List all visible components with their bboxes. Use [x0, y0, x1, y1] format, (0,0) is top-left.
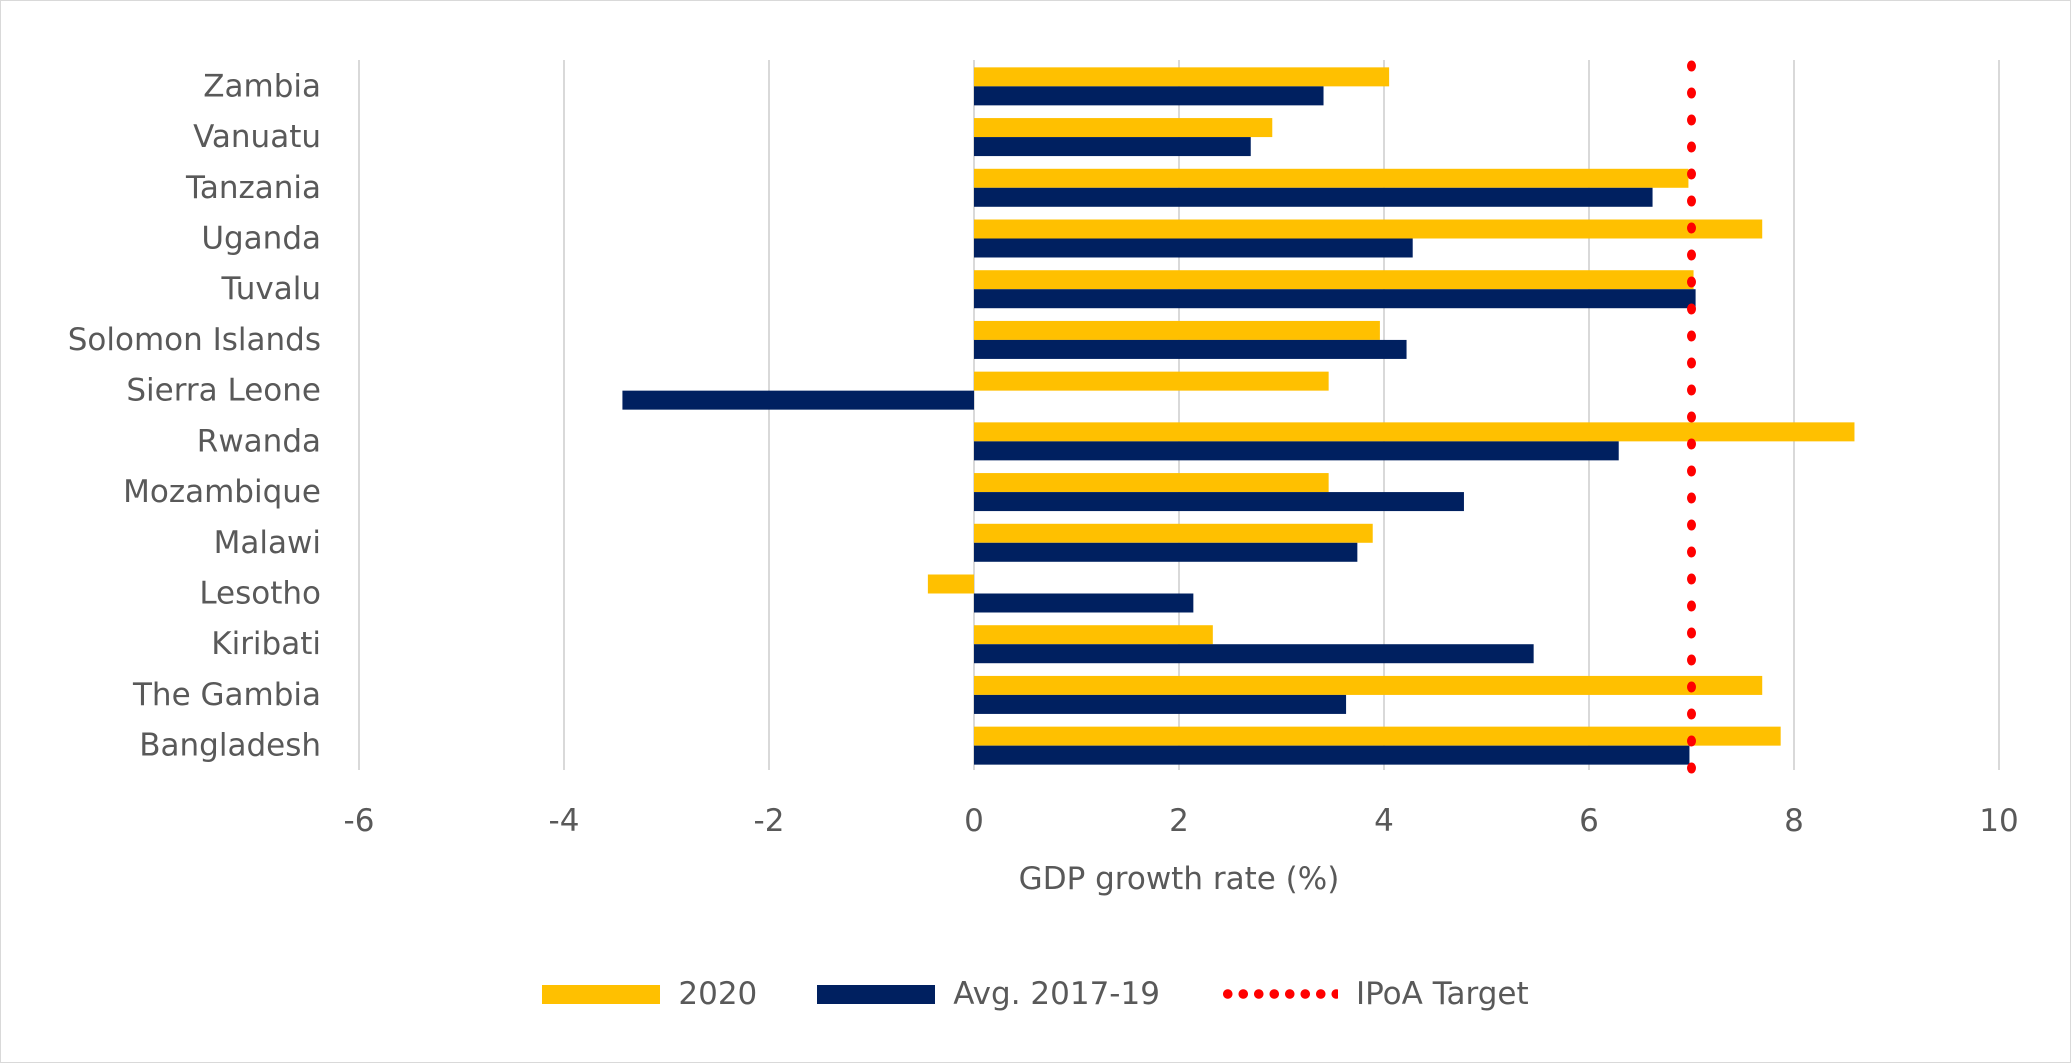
target-dot — [1687, 519, 1696, 531]
bars — [622, 67, 1855, 765]
category-label: Uganda — [201, 221, 321, 257]
category-labels: Zambia Vanuatu Tanzania Uganda Tuvalu Solomon… — [68, 68, 321, 763]
target-dot — [1687, 384, 1696, 396]
bar-avg-2017-19-kiribati — [974, 644, 1534, 664]
bar-avg-2017-19-malawi — [974, 542, 1358, 562]
bar-avg-2017-19-tanzania — [974, 187, 1653, 207]
bar-2020-tuvalu — [974, 270, 1694, 290]
category-label: Rwanda — [197, 423, 321, 459]
bar-avg-2017-19-sierra-leone — [622, 390, 974, 410]
legend-swatch-avg — [817, 984, 936, 1004]
legend-swatch-2020 — [542, 984, 661, 1004]
category-label: Bangladesh — [139, 728, 321, 764]
bar-avg-2017-19-rwanda — [974, 441, 1619, 461]
target-dot — [1687, 222, 1696, 234]
gridlines — [358, 60, 2000, 770]
target-dot — [1687, 600, 1696, 612]
bar-2020-malawi — [974, 523, 1373, 543]
category-label: The Gambia — [132, 677, 321, 713]
category-label: Kiribati — [211, 626, 321, 662]
target-dot — [1687, 465, 1696, 477]
bar-2020-vanuatu — [974, 118, 1273, 138]
target-dot — [1687, 762, 1696, 774]
target-dot — [1687, 249, 1696, 261]
bar-avg-2017-19-tuvalu — [974, 289, 1696, 309]
target-dot — [1687, 627, 1696, 639]
legend-item-target: IPoA Target — [1219, 976, 1529, 1012]
legend-label: IPoA Target — [1355, 976, 1529, 1012]
bar-2020-the-gambia — [974, 675, 1763, 695]
category-label: Malawi — [214, 525, 321, 561]
x-axis-title: GDP growth rate (%) — [1019, 861, 1340, 897]
bar-2020-tanzania — [974, 168, 1689, 188]
target-dot — [1687, 330, 1696, 342]
legend-label: 2020 — [678, 976, 758, 1012]
bar-avg-2017-19-bangladesh — [974, 745, 1690, 765]
bar-avg-2017-19-solomon-islands — [974, 339, 1407, 359]
category-label: Tuvalu — [221, 271, 321, 307]
bar-2020-solomon-islands — [974, 320, 1380, 340]
target-dot — [1687, 60, 1696, 72]
x-tick-label: -4 — [549, 803, 580, 839]
bar-2020-mozambique — [974, 473, 1329, 493]
bar-avg-2017-19-mozambique — [974, 492, 1464, 512]
bar-2020-rwanda — [974, 422, 1855, 442]
legend-item-2020: 2020 — [542, 976, 757, 1012]
bar-2020-lesotho — [927, 574, 974, 594]
legend: 2020 Avg. 2017-19 IPoA Target — [1, 976, 2070, 1012]
target-dot — [1687, 654, 1696, 666]
x-tick-label: -2 — [754, 803, 785, 839]
category-label: Solomon Islands — [68, 322, 321, 358]
target-dot — [1687, 681, 1696, 693]
category-label: Zambia — [203, 68, 321, 104]
x-tick-label: 2 — [1169, 803, 1189, 839]
target-dot — [1687, 411, 1696, 423]
target-dot — [1687, 195, 1696, 207]
target-dot — [1687, 303, 1696, 315]
x-tick-labels: -6 -4 -2 0 2 4 6 8 10 — [344, 803, 2019, 839]
bar-2020-sierra-leone — [974, 371, 1329, 391]
category-label: Vanuatu — [193, 119, 321, 155]
x-tick-label: 6 — [1579, 803, 1599, 839]
bar-avg-2017-19-zambia — [974, 86, 1324, 106]
target-dot — [1687, 276, 1696, 288]
target-dot — [1687, 357, 1696, 369]
bar-avg-2017-19-uganda — [974, 238, 1413, 258]
target-dot — [1687, 492, 1696, 504]
target-dot — [1687, 438, 1696, 450]
bar-avg-2017-19-vanuatu — [974, 137, 1251, 157]
target-dot — [1687, 114, 1696, 126]
category-label: Sierra Leone — [126, 373, 321, 409]
bar-avg-2017-19-the-gambia — [974, 694, 1347, 714]
legend-label: Avg. 2017-19 — [953, 976, 1160, 1012]
x-tick-label: 0 — [964, 803, 984, 839]
x-tick-label: -6 — [344, 803, 375, 839]
x-tick-label: 4 — [1374, 803, 1394, 839]
bar-2020-kiribati — [974, 625, 1213, 645]
target-dot — [1687, 141, 1696, 153]
legend-item-avg: Avg. 2017-19 — [817, 976, 1160, 1012]
category-label: Tanzania — [185, 170, 321, 206]
category-label: Lesotho — [199, 576, 321, 612]
target-dot — [1687, 87, 1696, 99]
bar-2020-zambia — [974, 67, 1390, 87]
target-dot — [1687, 546, 1696, 558]
target-dot — [1687, 168, 1696, 180]
x-tick-label: 8 — [1784, 803, 1804, 839]
legend-swatch-target — [1219, 989, 1338, 999]
x-tick-label: 10 — [1979, 803, 2018, 839]
bar-2020-uganda — [974, 219, 1763, 239]
target-dot — [1687, 708, 1696, 720]
target-line — [1687, 60, 1696, 774]
bar-2020-bangladesh — [974, 726, 1781, 746]
target-dot — [1687, 735, 1696, 747]
category-label: Mozambique — [123, 474, 321, 510]
target-dot — [1687, 573, 1696, 585]
bar-avg-2017-19-lesotho — [974, 593, 1194, 613]
